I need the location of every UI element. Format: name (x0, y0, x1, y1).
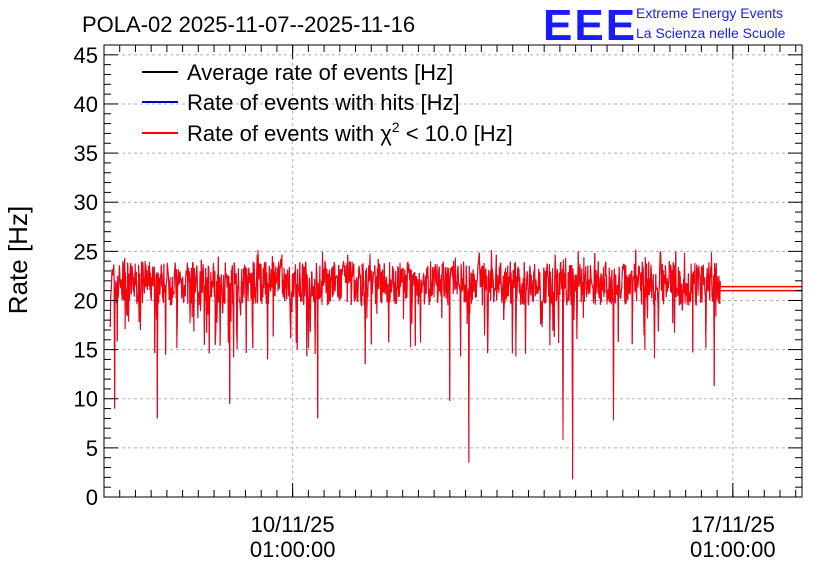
y-tick-label: 40 (74, 92, 98, 117)
y-tick-label: 0 (86, 485, 98, 510)
legend-label: Rate of events with hits [Hz] (187, 90, 460, 115)
y-tick-label: 15 (74, 338, 98, 363)
y-tick-label: 10 (74, 387, 98, 412)
x-tick-label-time: 01:00:00 (250, 537, 336, 562)
legend-label: Rate of events with χ2 < 10.0 [Hz] (187, 119, 513, 146)
legend-label: Average rate of events [Hz] (187, 60, 453, 85)
logo-mark: EEE (543, 1, 637, 50)
series-chi2-line (109, 249, 721, 480)
x-tick-label-date: 10/11/25 (251, 512, 335, 537)
eee-logo: EEE Extreme Energy Events La Scienza nel… (543, 1, 786, 50)
logo-line-2: La Scienza nelle Scuole (636, 25, 786, 41)
x-tick-label-time: 01:00:00 (690, 537, 776, 562)
y-tick-label: 45 (74, 43, 98, 68)
y-tick-label: 5 (86, 436, 98, 461)
data-layer (109, 249, 802, 480)
chart-title: POLA-02 2025-11-07--2025-11-16 (82, 12, 415, 37)
y-tick-label: 25 (74, 239, 98, 264)
y-axis-title: Rate [Hz] (3, 206, 33, 314)
axis-layer: 05101520253035404510/11/2501:00:0017/11/… (74, 43, 802, 562)
y-tick-label: 20 (74, 288, 98, 313)
legend: Average rate of events [Hz] Rate of event… (142, 60, 513, 146)
y-tick-label: 30 (74, 190, 98, 215)
x-tick-label-date: 17/11/25 (691, 512, 775, 537)
logo-line-1: Extreme Energy Events (636, 5, 783, 21)
y-tick-label: 35 (74, 141, 98, 166)
